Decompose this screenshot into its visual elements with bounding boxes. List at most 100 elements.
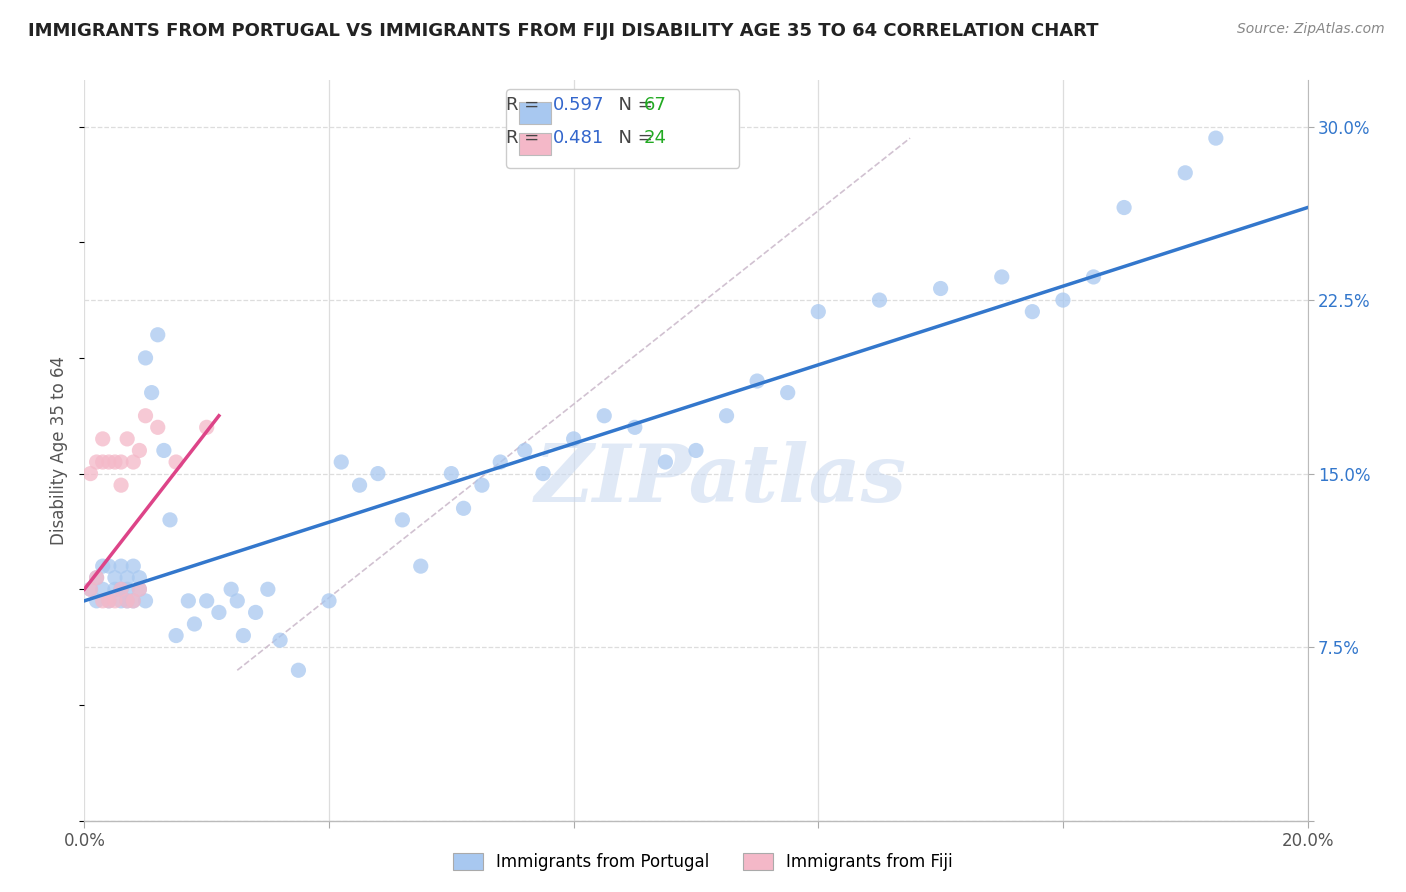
Point xyxy=(104,582,127,597)
Text: Source: ZipAtlas.com: Source: ZipAtlas.com xyxy=(1237,22,1385,37)
Point xyxy=(195,594,218,608)
Point xyxy=(122,559,145,574)
Point xyxy=(330,455,353,469)
Point xyxy=(716,409,738,423)
Legend:                             ,                             : , xyxy=(506,89,740,168)
Point xyxy=(104,571,127,585)
Point xyxy=(219,582,242,597)
Point xyxy=(562,432,585,446)
Point xyxy=(128,582,150,597)
Point xyxy=(513,443,536,458)
Point xyxy=(86,594,108,608)
Point xyxy=(685,443,707,458)
Text: ZIPatlas: ZIPatlas xyxy=(534,442,907,519)
Point xyxy=(367,467,389,481)
Point xyxy=(177,594,200,608)
Point xyxy=(115,582,138,597)
Point xyxy=(97,455,120,469)
Point xyxy=(165,455,187,469)
Point xyxy=(146,327,169,342)
Point xyxy=(440,467,463,481)
Point xyxy=(245,606,267,620)
Point xyxy=(128,582,150,597)
Point xyxy=(195,420,218,434)
Point xyxy=(165,628,187,642)
Point xyxy=(869,293,891,307)
Text: N =: N = xyxy=(607,129,659,147)
Point xyxy=(135,594,157,608)
Point xyxy=(115,571,138,585)
Point xyxy=(135,351,157,365)
Point xyxy=(110,582,132,597)
Text: R =: R = xyxy=(506,96,546,114)
Point xyxy=(110,594,132,608)
Point xyxy=(318,594,340,608)
Point xyxy=(391,513,413,527)
Y-axis label: Disability Age 35 to 64: Disability Age 35 to 64 xyxy=(51,356,69,545)
Point xyxy=(929,281,952,295)
Point xyxy=(91,455,114,469)
Text: 24: 24 xyxy=(644,129,666,147)
Text: 67: 67 xyxy=(644,96,666,114)
Point xyxy=(1114,201,1136,215)
Point xyxy=(141,385,163,400)
Text: R =: R = xyxy=(506,129,546,147)
Point xyxy=(349,478,371,492)
Point xyxy=(115,594,138,608)
Point xyxy=(153,443,176,458)
Point xyxy=(232,628,254,642)
Point xyxy=(97,594,120,608)
Point xyxy=(86,455,108,469)
Point xyxy=(1021,304,1043,318)
Point xyxy=(226,594,249,608)
Text: IMMIGRANTS FROM PORTUGAL VS IMMIGRANTS FROM FIJI DISABILITY AGE 35 TO 64 CORRELA: IMMIGRANTS FROM PORTUGAL VS IMMIGRANTS F… xyxy=(28,22,1098,40)
Point xyxy=(1083,269,1105,284)
Point xyxy=(122,594,145,608)
Point xyxy=(97,594,120,608)
Point xyxy=(110,582,132,597)
Point xyxy=(654,455,676,469)
Point xyxy=(208,606,231,620)
Point xyxy=(91,432,114,446)
Point xyxy=(453,501,475,516)
Point xyxy=(110,559,132,574)
Text: 0.597: 0.597 xyxy=(553,96,605,114)
Point xyxy=(104,455,127,469)
Point xyxy=(593,409,616,423)
Point xyxy=(128,443,150,458)
Point xyxy=(146,420,169,434)
Point xyxy=(287,663,309,677)
Point xyxy=(409,559,432,574)
Point xyxy=(122,594,145,608)
Point xyxy=(91,582,114,597)
Point xyxy=(471,478,494,492)
Point xyxy=(807,304,830,318)
Point xyxy=(79,467,101,481)
Point xyxy=(747,374,769,388)
Point xyxy=(159,513,181,527)
Point xyxy=(86,571,108,585)
Point xyxy=(1174,166,1197,180)
Point xyxy=(183,617,205,632)
Point xyxy=(97,559,120,574)
Point xyxy=(776,385,799,400)
Point xyxy=(79,582,101,597)
Point xyxy=(269,633,291,648)
Point xyxy=(531,467,554,481)
Point xyxy=(489,455,512,469)
Point xyxy=(104,594,127,608)
Point xyxy=(624,420,647,434)
Text: 0.481: 0.481 xyxy=(553,129,603,147)
Point xyxy=(110,455,132,469)
Point xyxy=(1205,131,1227,145)
Legend: Immigrants from Portugal, Immigrants from Fiji: Immigrants from Portugal, Immigrants fro… xyxy=(444,845,962,880)
Point xyxy=(91,559,114,574)
Point xyxy=(991,269,1014,284)
Point xyxy=(135,409,157,423)
Point xyxy=(122,455,145,469)
Point xyxy=(86,571,108,585)
Point xyxy=(128,571,150,585)
Point xyxy=(115,594,138,608)
Point xyxy=(115,432,138,446)
Point xyxy=(79,582,101,597)
